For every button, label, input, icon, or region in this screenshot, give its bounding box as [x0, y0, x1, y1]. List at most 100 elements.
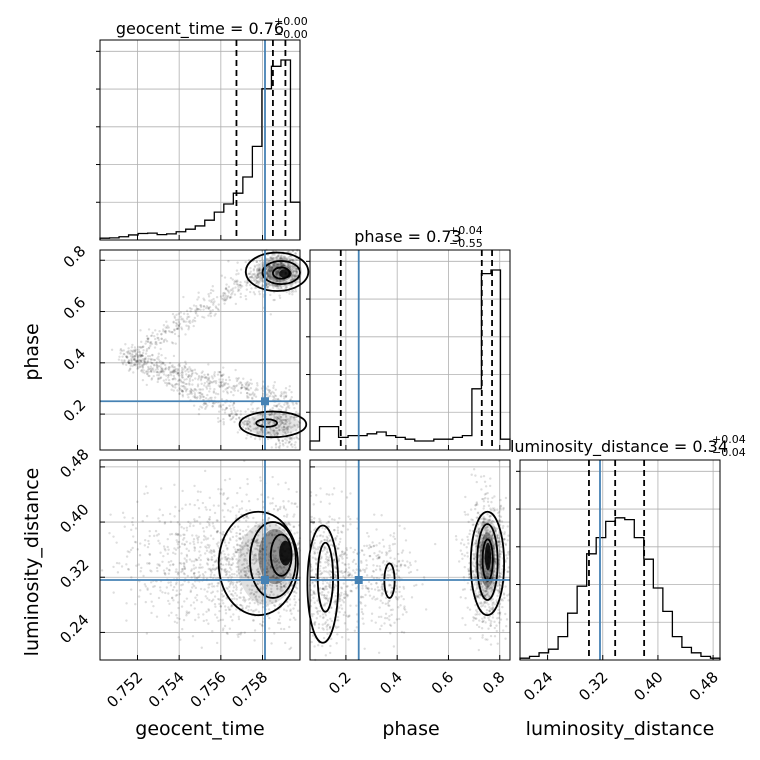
sample-point: [150, 377, 154, 380]
sample-point: [319, 500, 322, 504]
sample-point: [187, 580, 190, 584]
sample-point: [259, 479, 262, 482]
sample-point: [288, 436, 292, 439]
sample-point: [205, 610, 208, 613]
sample-point: [157, 338, 160, 342]
sample-point: [251, 416, 254, 419]
sample-point: [250, 382, 253, 385]
sample-point: [145, 383, 148, 387]
sample-point: [152, 604, 155, 608]
sample-point: [158, 542, 161, 545]
sample-point: [279, 415, 283, 419]
sample-point: [248, 290, 252, 294]
sample-point: [176, 327, 180, 331]
sample-point: [261, 279, 264, 282]
sample-point: [184, 362, 188, 366]
sample-point: [259, 433, 263, 436]
sample-point: [257, 406, 260, 410]
sample-point: [154, 329, 157, 332]
sample-point: [291, 258, 295, 262]
sample-point: [325, 492, 329, 496]
sample-point: [156, 371, 159, 374]
sample-point: [276, 403, 279, 407]
sample-point: [471, 571, 475, 574]
sample-point: [290, 442, 293, 446]
sample-point: [168, 512, 172, 516]
sample-point: [284, 641, 287, 645]
sample-point: [151, 368, 154, 372]
sample-point: [249, 410, 253, 413]
sample-point: [141, 354, 145, 358]
sample-point: [202, 305, 206, 308]
sample-point: [279, 505, 282, 509]
sample-point: [375, 564, 379, 568]
sample-point: [136, 548, 139, 551]
sample-point: [244, 427, 248, 431]
sample-point: [287, 262, 290, 266]
sample-point: [228, 574, 232, 577]
sample-point: [269, 293, 272, 297]
sample-point: [295, 270, 299, 274]
sample-point: [293, 532, 296, 535]
sample-point: [340, 531, 344, 534]
sample-point: [482, 500, 486, 503]
sample-point: [146, 338, 150, 341]
sample-point: [491, 603, 494, 607]
sample-point: [243, 385, 246, 389]
sample-point: [170, 365, 173, 368]
sample-point: [170, 383, 173, 387]
sample-point: [130, 357, 133, 361]
sample-point: [321, 582, 325, 585]
sample-point: [171, 371, 174, 374]
sample-point: [195, 534, 198, 537]
sample-point: [190, 389, 193, 392]
sample-point: [478, 596, 481, 599]
sample-point: [239, 589, 243, 592]
sample-point: [178, 592, 182, 596]
sample-point: [257, 282, 261, 285]
sample-point: [244, 427, 248, 430]
sample-point: [205, 619, 208, 622]
sample-point: [466, 535, 469, 539]
sample-point: [276, 270, 279, 273]
sample-point: [187, 375, 190, 378]
sample-point: [283, 264, 286, 268]
sample-point: [275, 418, 278, 421]
sample-point: [159, 370, 163, 373]
sample-point: [158, 372, 161, 375]
sample-point: [271, 267, 274, 270]
sample-point: [289, 267, 292, 271]
sample-point: [191, 383, 194, 386]
sample-point: [221, 408, 224, 411]
sample-point: [293, 418, 296, 421]
sample-point: [145, 334, 149, 338]
sample-point: [496, 508, 499, 511]
sample-point: [129, 588, 133, 591]
sample-point: [146, 340, 149, 343]
sample-point: [171, 596, 174, 599]
sample-point: [222, 530, 225, 534]
sample-point: [270, 642, 273, 645]
sample-point: [188, 319, 192, 323]
sample-point: [250, 279, 253, 282]
sample-point: [146, 355, 150, 358]
sample-point: [172, 370, 175, 374]
sample-point: [167, 368, 171, 371]
sample-point: [196, 378, 200, 381]
sample-point: [329, 583, 332, 586]
sample-point: [244, 294, 247, 298]
sample-point: [275, 262, 278, 266]
sample-point: [142, 369, 145, 372]
sample-point: [196, 383, 200, 386]
sample-point: [315, 607, 319, 610]
sample-point: [238, 288, 241, 292]
sample-point: [207, 583, 210, 586]
sample-point: [204, 397, 208, 400]
sample-point: [247, 423, 250, 426]
sample-point: [288, 265, 291, 268]
sample-point: [283, 514, 286, 518]
sample-point: [338, 517, 341, 520]
sample-point: [127, 359, 131, 362]
sample-point: [284, 415, 288, 419]
sample-point: [257, 421, 261, 424]
